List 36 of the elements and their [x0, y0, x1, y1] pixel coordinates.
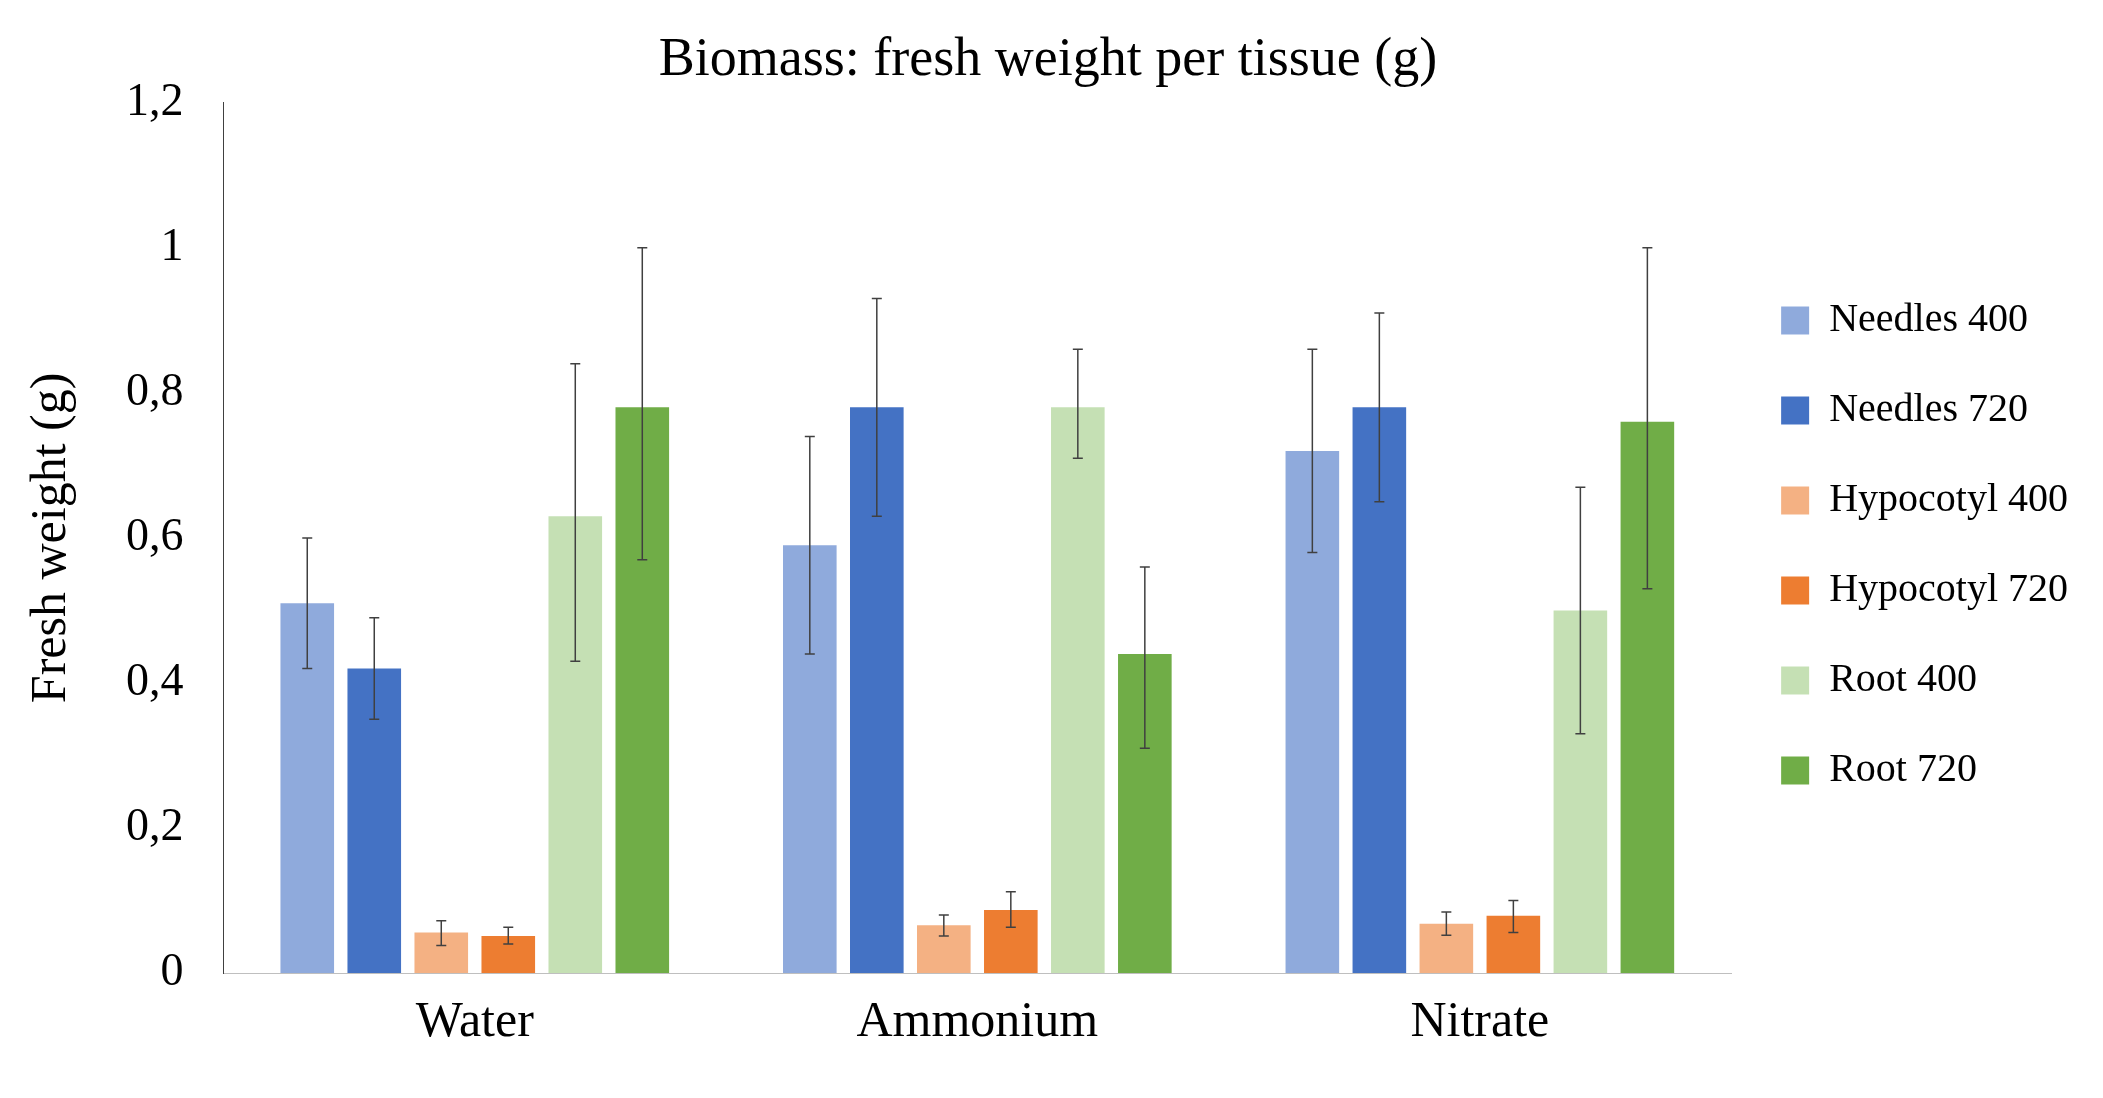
y-tick-label: 1 [160, 218, 184, 270]
bar [548, 516, 603, 973]
y-tick-label: 0,4 [126, 654, 184, 706]
bar [280, 603, 335, 973]
bar [1051, 407, 1105, 973]
y-axis-title: Fresh weight (g) [20, 372, 77, 704]
bar [1285, 450, 1340, 973]
legend-label: Needles 400 [1829, 295, 2028, 340]
bar [917, 925, 971, 973]
y-tick-label: 0 [160, 944, 184, 996]
x-tick-label: Nitrate [1410, 991, 1550, 1048]
bar [347, 668, 402, 973]
bar [783, 545, 837, 973]
bar [984, 909, 1038, 973]
bar [1620, 421, 1675, 973]
bar [850, 407, 904, 973]
y-tick-label: 0,8 [126, 363, 184, 415]
bar [1486, 915, 1541, 973]
x-tick-label: Water [415, 991, 535, 1048]
legend-label: Root 720 [1829, 745, 1977, 790]
bar [615, 407, 670, 973]
legend-label: Hypocotyl 720 [1829, 565, 2069, 610]
chart-title: Biomass: fresh weight per tissue (g) [658, 26, 1438, 87]
legend-label: Needles 720 [1829, 385, 2028, 430]
legend-label: Hypocotyl 400 [1829, 475, 2069, 520]
bar [481, 936, 536, 973]
legend-label: Root 400 [1829, 655, 1977, 700]
bar [414, 932, 469, 973]
bar [1419, 923, 1474, 973]
x-tick-label: Ammonium [856, 991, 1099, 1048]
bar [1118, 653, 1172, 973]
bar [1553, 610, 1608, 973]
y-tick-label: 1,2 [126, 73, 184, 125]
y-tick-label: 0,2 [126, 799, 184, 851]
bar [1352, 407, 1407, 973]
y-tick-label: 0,6 [126, 508, 184, 560]
